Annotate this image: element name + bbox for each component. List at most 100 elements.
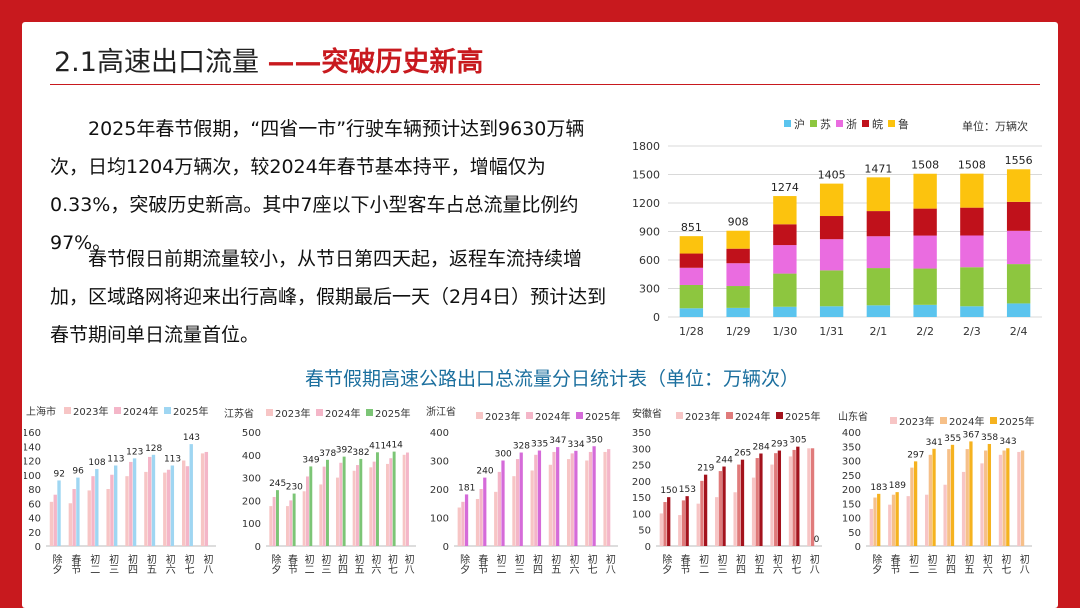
x-tick-label: 春节 [69,554,81,575]
bar [57,480,61,546]
region-label: 江苏省 [224,407,254,420]
bar [1002,450,1006,546]
legend-label: 2025年 [785,410,820,423]
y-tick-label: 100 [24,471,41,482]
data-label: 334 [567,440,584,450]
bar [95,469,99,546]
data-label: 414 [386,441,403,451]
stacked-bar-segment [960,207,984,236]
data-label: 244 [716,456,733,466]
x-tick-label: 2/2 [916,325,934,338]
y-tick-label: 1200 [632,197,660,210]
bar [106,489,110,546]
x-tick-label: 初二 [697,553,709,574]
bar [700,480,704,546]
bar [925,494,929,546]
bar [182,460,186,546]
bar [737,464,741,546]
bar [987,443,992,546]
legend-swatch [114,407,121,414]
stacked-bar-segment [679,308,704,317]
bar [339,462,343,546]
data-label: 153 [679,485,696,495]
stacked-bar-segment [960,235,984,268]
data-label: 343 [999,437,1016,447]
x-tick-label: 初八 [807,553,819,574]
x-tick-label: 初七 [182,553,194,574]
y-tick-label: 1800 [632,140,660,153]
data-label: 96 [72,467,84,477]
bar [932,448,936,546]
bar [386,463,389,546]
legend-label: 2025年 [999,415,1034,428]
bar [947,449,951,546]
legend-label: 苏 [820,118,831,131]
bar [895,492,899,546]
bar [965,449,969,546]
legend-swatch [990,417,997,424]
bar [592,446,596,546]
legend-swatch [862,120,869,127]
bar [1006,448,1010,546]
y-tick-label: 900 [639,226,660,239]
bar [170,465,175,546]
bar [497,471,501,546]
bar [755,458,759,546]
legend-swatch [476,412,483,419]
x-tick-label: 初四 [531,553,543,574]
y-tick-label: 200 [842,485,861,496]
legend-swatch [316,409,323,416]
x-tick-label: 初七 [386,553,398,574]
bar [961,471,966,546]
bar [289,500,293,546]
bar [869,508,873,546]
x-tick-label: 春节 [476,554,488,575]
bar [603,451,607,546]
bar [406,452,409,546]
y-tick-label: 0 [653,311,660,324]
stacked-bar-segment [960,173,984,208]
bar [402,454,406,546]
y-tick-label: 300 [639,283,660,296]
bar [548,464,552,546]
data-label: 240 [476,467,493,477]
bar [810,448,815,546]
legend-swatch [890,417,897,424]
bar [537,450,542,546]
y-tick-label: 500 [242,428,261,439]
bar [774,453,778,546]
y-tick-label: 0 [443,542,449,553]
legend-label: 鲁 [898,117,909,131]
title-divider [50,84,1040,85]
stacked-bar-segment [866,268,891,306]
bar [483,477,487,546]
stacked-bar-segment [679,253,704,268]
y-tick-label: 140 [24,442,41,453]
stacked-bar-segment [913,173,937,209]
x-tick-label: 2/4 [1010,325,1028,338]
stacked-bar-segment [1006,303,1031,317]
bar [464,494,469,546]
bar [570,453,574,546]
x-tick-label: 初五 [352,553,364,574]
x-tick-label: 初八 [201,553,213,574]
data-label: 382 [352,448,369,458]
data-label: 341 [926,438,943,448]
x-tick-label: 初五 [752,553,764,574]
y-tick-label: 400 [430,428,449,439]
x-tick-label: 初二 [494,553,506,574]
bar [733,492,737,546]
data-label: 219 [697,464,714,474]
y-tick-label: 100 [430,514,449,525]
stacked-bar-segment [679,284,704,309]
bar [552,451,556,546]
bar [777,450,782,546]
total-label: 1405 [818,169,846,182]
stacked-bar-segment [866,177,891,212]
legend-swatch [164,407,171,414]
x-tick-label: 春节 [286,554,298,575]
data-label: 128 [145,444,162,454]
y-tick-label: 200 [632,477,651,488]
total-label: 908 [728,216,749,229]
